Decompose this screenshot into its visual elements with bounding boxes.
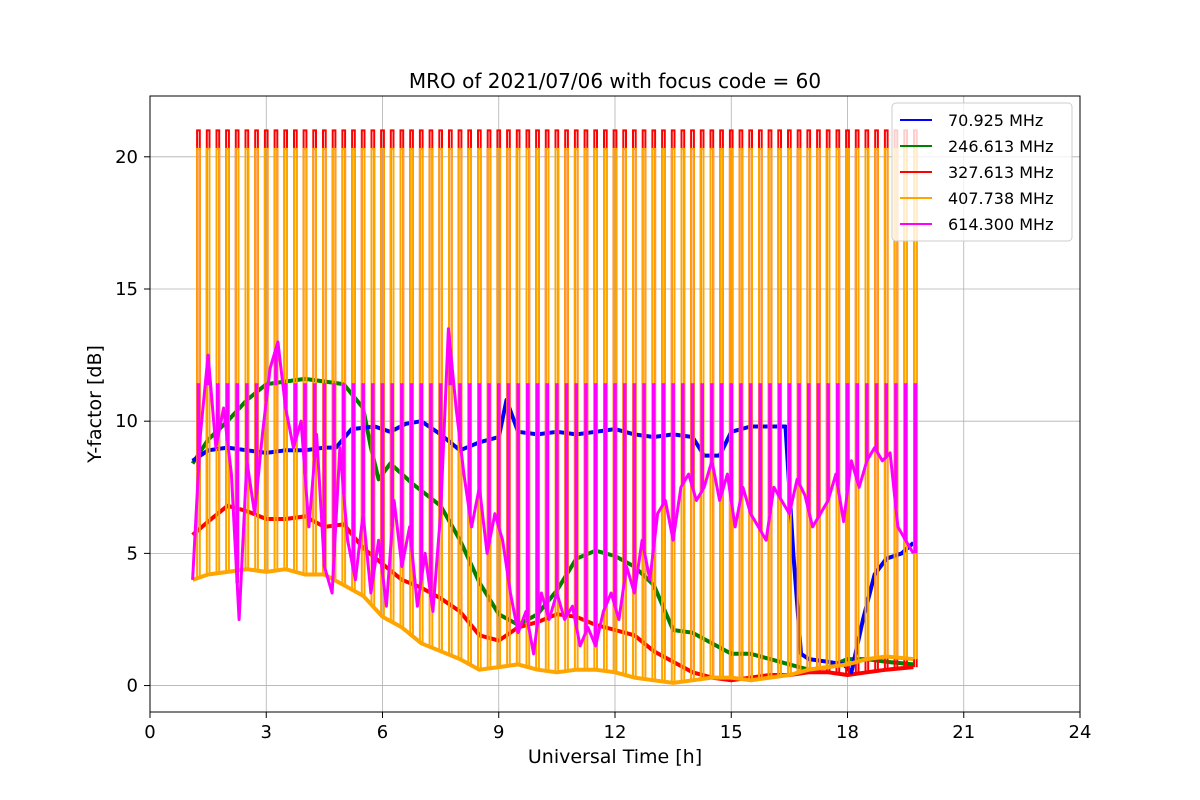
legend-label: 327.613 MHz <box>948 163 1053 182</box>
legend-label: 70.925 MHz <box>948 111 1043 130</box>
x-axis-title: Universal Time [h] <box>528 746 702 768</box>
y-axis-title: Y-factor [dB] <box>84 345 106 464</box>
x-tick-label: 24 <box>1069 722 1092 743</box>
x-tick-label: 0 <box>144 722 155 743</box>
y-tick-label: 0 <box>127 676 138 697</box>
x-tick-label: 9 <box>493 722 504 743</box>
x-tick-label: 6 <box>377 722 388 743</box>
x-tick-label: 18 <box>836 722 859 743</box>
x-tick-label: 21 <box>952 722 975 743</box>
legend-label: 246.613 MHz <box>948 137 1053 156</box>
x-tick-label: 3 <box>261 722 272 743</box>
series-pulses-614-300-MHz <box>196 348 918 646</box>
x-tick-label: 15 <box>720 722 743 743</box>
y-tick-label: 15 <box>115 279 138 300</box>
legend-label: 407.738 MHz <box>948 189 1053 208</box>
y-tick-label: 5 <box>127 543 138 564</box>
y-tick-label: 20 <box>115 147 138 168</box>
series-pulses-327-613-MHz <box>196 129 918 681</box>
series-line-407-738-MHz <box>191 567 914 685</box>
y-tick-label: 10 <box>115 411 138 432</box>
legend-label: 614.300 MHz <box>948 215 1053 234</box>
plot-area <box>190 129 918 685</box>
series-pulses-407-738-MHz <box>196 147 918 683</box>
chart-title: MRO of 2021/07/06 with focus code = 60 <box>409 69 821 93</box>
legend-box <box>891 102 1073 242</box>
legend: 70.925 MHz 246.613 MHz 327.613 MHz 407.738 … <box>891 102 1073 242</box>
series-line-614-300-MHz <box>191 327 915 656</box>
x-tick-label: 12 <box>604 722 627 743</box>
axis-ticks: 0 3 6 9 12 15 18 21 24 0 5 10 15 20 <box>115 147 1091 743</box>
